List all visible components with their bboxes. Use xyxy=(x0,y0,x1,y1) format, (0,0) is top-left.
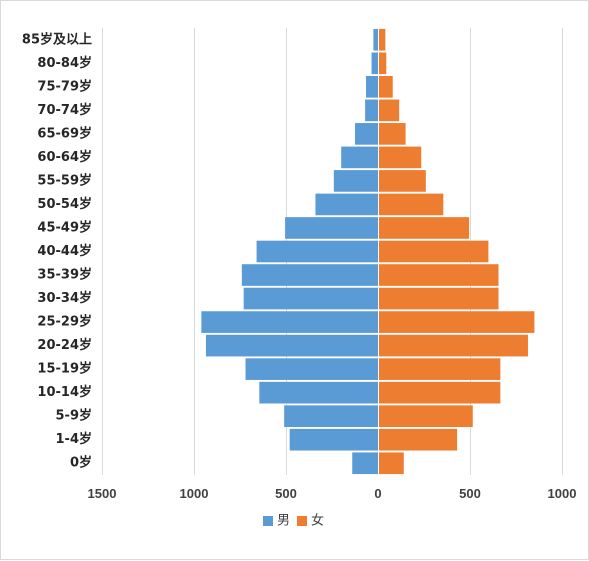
bar-female-6 xyxy=(378,170,426,192)
bar-female-10 xyxy=(378,264,499,286)
bar-female-2 xyxy=(378,75,393,98)
bar-female-1 xyxy=(378,52,387,75)
category-label: 40-44岁 xyxy=(37,243,92,259)
category-label: 1-4岁 xyxy=(56,431,93,447)
category-label: 30-34岁 xyxy=(37,290,92,306)
bar-male-12 xyxy=(201,311,378,333)
bar-male-13 xyxy=(205,334,378,357)
bar-male-16 xyxy=(284,405,378,428)
category-label: 15-19岁 xyxy=(37,361,92,377)
category-label: 65-69岁 xyxy=(37,125,92,141)
x-tick-label: 1500 xyxy=(88,486,117,501)
bar-female-17 xyxy=(378,428,458,451)
legend-label-male: 男 xyxy=(277,514,290,529)
bar-female-3 xyxy=(378,99,400,122)
x-tick-label: 500 xyxy=(459,486,481,501)
category-label: 60-64岁 xyxy=(37,149,92,165)
bar-male-14 xyxy=(245,358,378,380)
bar-male-17 xyxy=(289,428,378,451)
bar-female-13 xyxy=(378,334,528,357)
bar-female-8 xyxy=(378,217,470,239)
bar-female-4 xyxy=(378,123,406,145)
bar-male-4 xyxy=(355,123,378,145)
bar-male-11 xyxy=(243,287,378,310)
category-label: 25-29岁 xyxy=(37,314,92,330)
category-label: 10-14岁 xyxy=(37,384,92,400)
bar-male-3 xyxy=(365,99,378,122)
x-tick-labels: 1500 1000 500 0 500 1000 xyxy=(88,486,577,501)
category-label: 80-84岁 xyxy=(37,55,92,71)
bars xyxy=(201,28,535,475)
bar-male-1 xyxy=(371,52,378,75)
category-label: 55-59岁 xyxy=(37,172,92,188)
category-label: 50-54岁 xyxy=(37,196,92,212)
bar-female-15 xyxy=(378,381,501,404)
legend-swatch-male xyxy=(263,516,273,526)
bar-female-11 xyxy=(378,287,499,310)
category-label: 5-9岁 xyxy=(56,408,93,424)
bar-male-7 xyxy=(315,193,378,216)
legend-swatch-female xyxy=(297,516,307,526)
category-label: 0岁 xyxy=(70,455,92,471)
category-label: 45-49岁 xyxy=(37,219,92,235)
x-tick-label: 1000 xyxy=(180,486,209,501)
legend: 男女 xyxy=(263,513,324,529)
bar-male-8 xyxy=(285,217,378,239)
legend-label-female: 女 xyxy=(311,513,324,529)
category-label: 35-39岁 xyxy=(37,267,92,283)
bar-female-9 xyxy=(378,240,489,263)
bar-male-2 xyxy=(366,75,378,98)
x-tick-label: 500 xyxy=(275,486,297,501)
bar-female-5 xyxy=(378,146,422,169)
category-label: 85岁及以上 xyxy=(22,31,92,47)
bar-female-7 xyxy=(378,193,444,216)
x-tick-label: 1000 xyxy=(548,486,577,501)
bar-female-14 xyxy=(378,358,501,380)
bar-female-0 xyxy=(378,28,386,51)
category-label: 75-79岁 xyxy=(37,78,92,94)
bar-male-9 xyxy=(256,240,378,263)
category-label: 70-74岁 xyxy=(37,102,92,118)
bar-male-5 xyxy=(341,146,378,169)
bar-female-12 xyxy=(378,311,535,333)
bar-female-18 xyxy=(378,452,404,475)
bar-male-15 xyxy=(259,381,378,404)
bar-female-16 xyxy=(378,405,473,428)
category-labels: 85岁及以上 80-84岁 75-79岁 70-74岁 65-69岁 60-64岁 55-5… xyxy=(22,31,92,470)
bar-male-6 xyxy=(333,170,378,192)
bar-male-0 xyxy=(373,28,378,51)
x-tick-label: 0 xyxy=(374,486,381,501)
bar-male-10 xyxy=(241,264,378,286)
category-label: 20-24岁 xyxy=(37,337,92,353)
bar-male-18 xyxy=(352,452,378,475)
